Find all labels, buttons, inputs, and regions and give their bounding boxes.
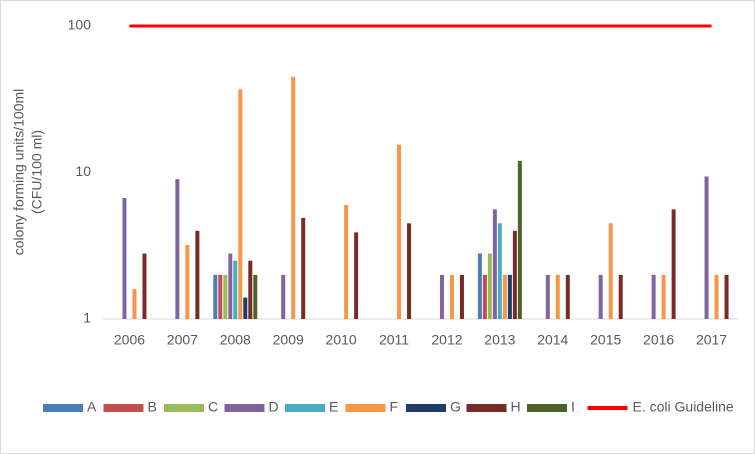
bar: [517, 160, 522, 319]
legend-swatch: [527, 404, 567, 412]
bar: [487, 253, 492, 319]
bar: [253, 274, 258, 319]
bar: [354, 232, 359, 319]
bar: [608, 223, 613, 319]
bar: [132, 289, 137, 319]
bar: [218, 274, 223, 319]
legend-label: C: [208, 399, 218, 415]
legend-swatch: [43, 404, 83, 412]
bar: [497, 223, 502, 319]
x-tick-label: 2016: [643, 332, 674, 348]
bar: [397, 144, 402, 319]
x-tick-label: 2012: [431, 332, 462, 348]
legend-label: E: [329, 399, 338, 415]
bar: [704, 176, 709, 319]
legend-label: H: [511, 399, 521, 415]
bar: [512, 230, 517, 319]
legend-label: G: [450, 399, 461, 415]
bar: [439, 274, 444, 319]
bar: [651, 274, 656, 319]
bar: [598, 274, 603, 319]
bar: [238, 89, 243, 319]
bar: [344, 205, 349, 319]
y-tick-label: 1: [83, 310, 91, 326]
bar: [618, 274, 623, 319]
bar: [492, 209, 497, 319]
bar: [195, 230, 200, 319]
y-axis-label: (CFU/100 ml): [29, 130, 45, 214]
bar: [661, 274, 666, 319]
bar: [459, 274, 464, 319]
legend-swatch: [164, 404, 204, 412]
bar: [714, 274, 719, 319]
bar: [248, 260, 253, 319]
bar: [671, 209, 676, 319]
bar: [213, 274, 218, 319]
x-tick-label: 2017: [696, 332, 727, 348]
x-tick-label: 2015: [590, 332, 621, 348]
y-axis-label: colony forming units/100ml: [11, 89, 27, 256]
bar: [228, 253, 233, 319]
x-tick-label: 2009: [273, 332, 304, 348]
bar: [243, 297, 248, 319]
bar: [233, 260, 238, 319]
bar: [477, 253, 482, 319]
x-tick-label: 2007: [167, 332, 198, 348]
legend-swatch: [466, 404, 507, 412]
legend-swatch: [285, 404, 325, 412]
y-tick-label: 100: [68, 17, 92, 33]
bar: [223, 274, 228, 319]
bar: [507, 274, 512, 319]
bar: [565, 274, 570, 319]
bar: [122, 197, 127, 319]
x-tick-label: 2011: [379, 332, 409, 348]
legend-label: A: [87, 399, 97, 415]
x-tick-label: 2014: [537, 332, 568, 348]
bar: [482, 274, 487, 319]
bar: [301, 217, 306, 319]
legend-swatch: [345, 404, 386, 412]
x-tick-label: 2006: [114, 332, 145, 348]
legend-label: F: [390, 399, 399, 415]
bar: [281, 274, 286, 319]
bar: [175, 179, 180, 319]
bar: [185, 244, 190, 319]
bar: [724, 274, 729, 319]
bar: [291, 76, 296, 319]
x-tick-label: 2008: [220, 332, 251, 348]
bar: [502, 274, 507, 319]
legend-swatch: [103, 404, 144, 412]
bar: [545, 274, 550, 319]
x-tick-label: 2010: [326, 332, 357, 348]
bar: [142, 253, 147, 319]
bar: [449, 274, 454, 319]
bar: [407, 223, 412, 319]
legend-label: D: [269, 399, 279, 415]
y-tick-label: 10: [75, 163, 91, 179]
bar: [555, 274, 560, 319]
legend-label: E. coli Guideline: [633, 399, 734, 415]
legend-swatch: [406, 404, 446, 412]
x-tick-label: 2013: [484, 332, 515, 348]
legend-swatch: [224, 404, 265, 412]
legend-label: I: [571, 399, 575, 415]
legend-label: B: [148, 399, 157, 415]
